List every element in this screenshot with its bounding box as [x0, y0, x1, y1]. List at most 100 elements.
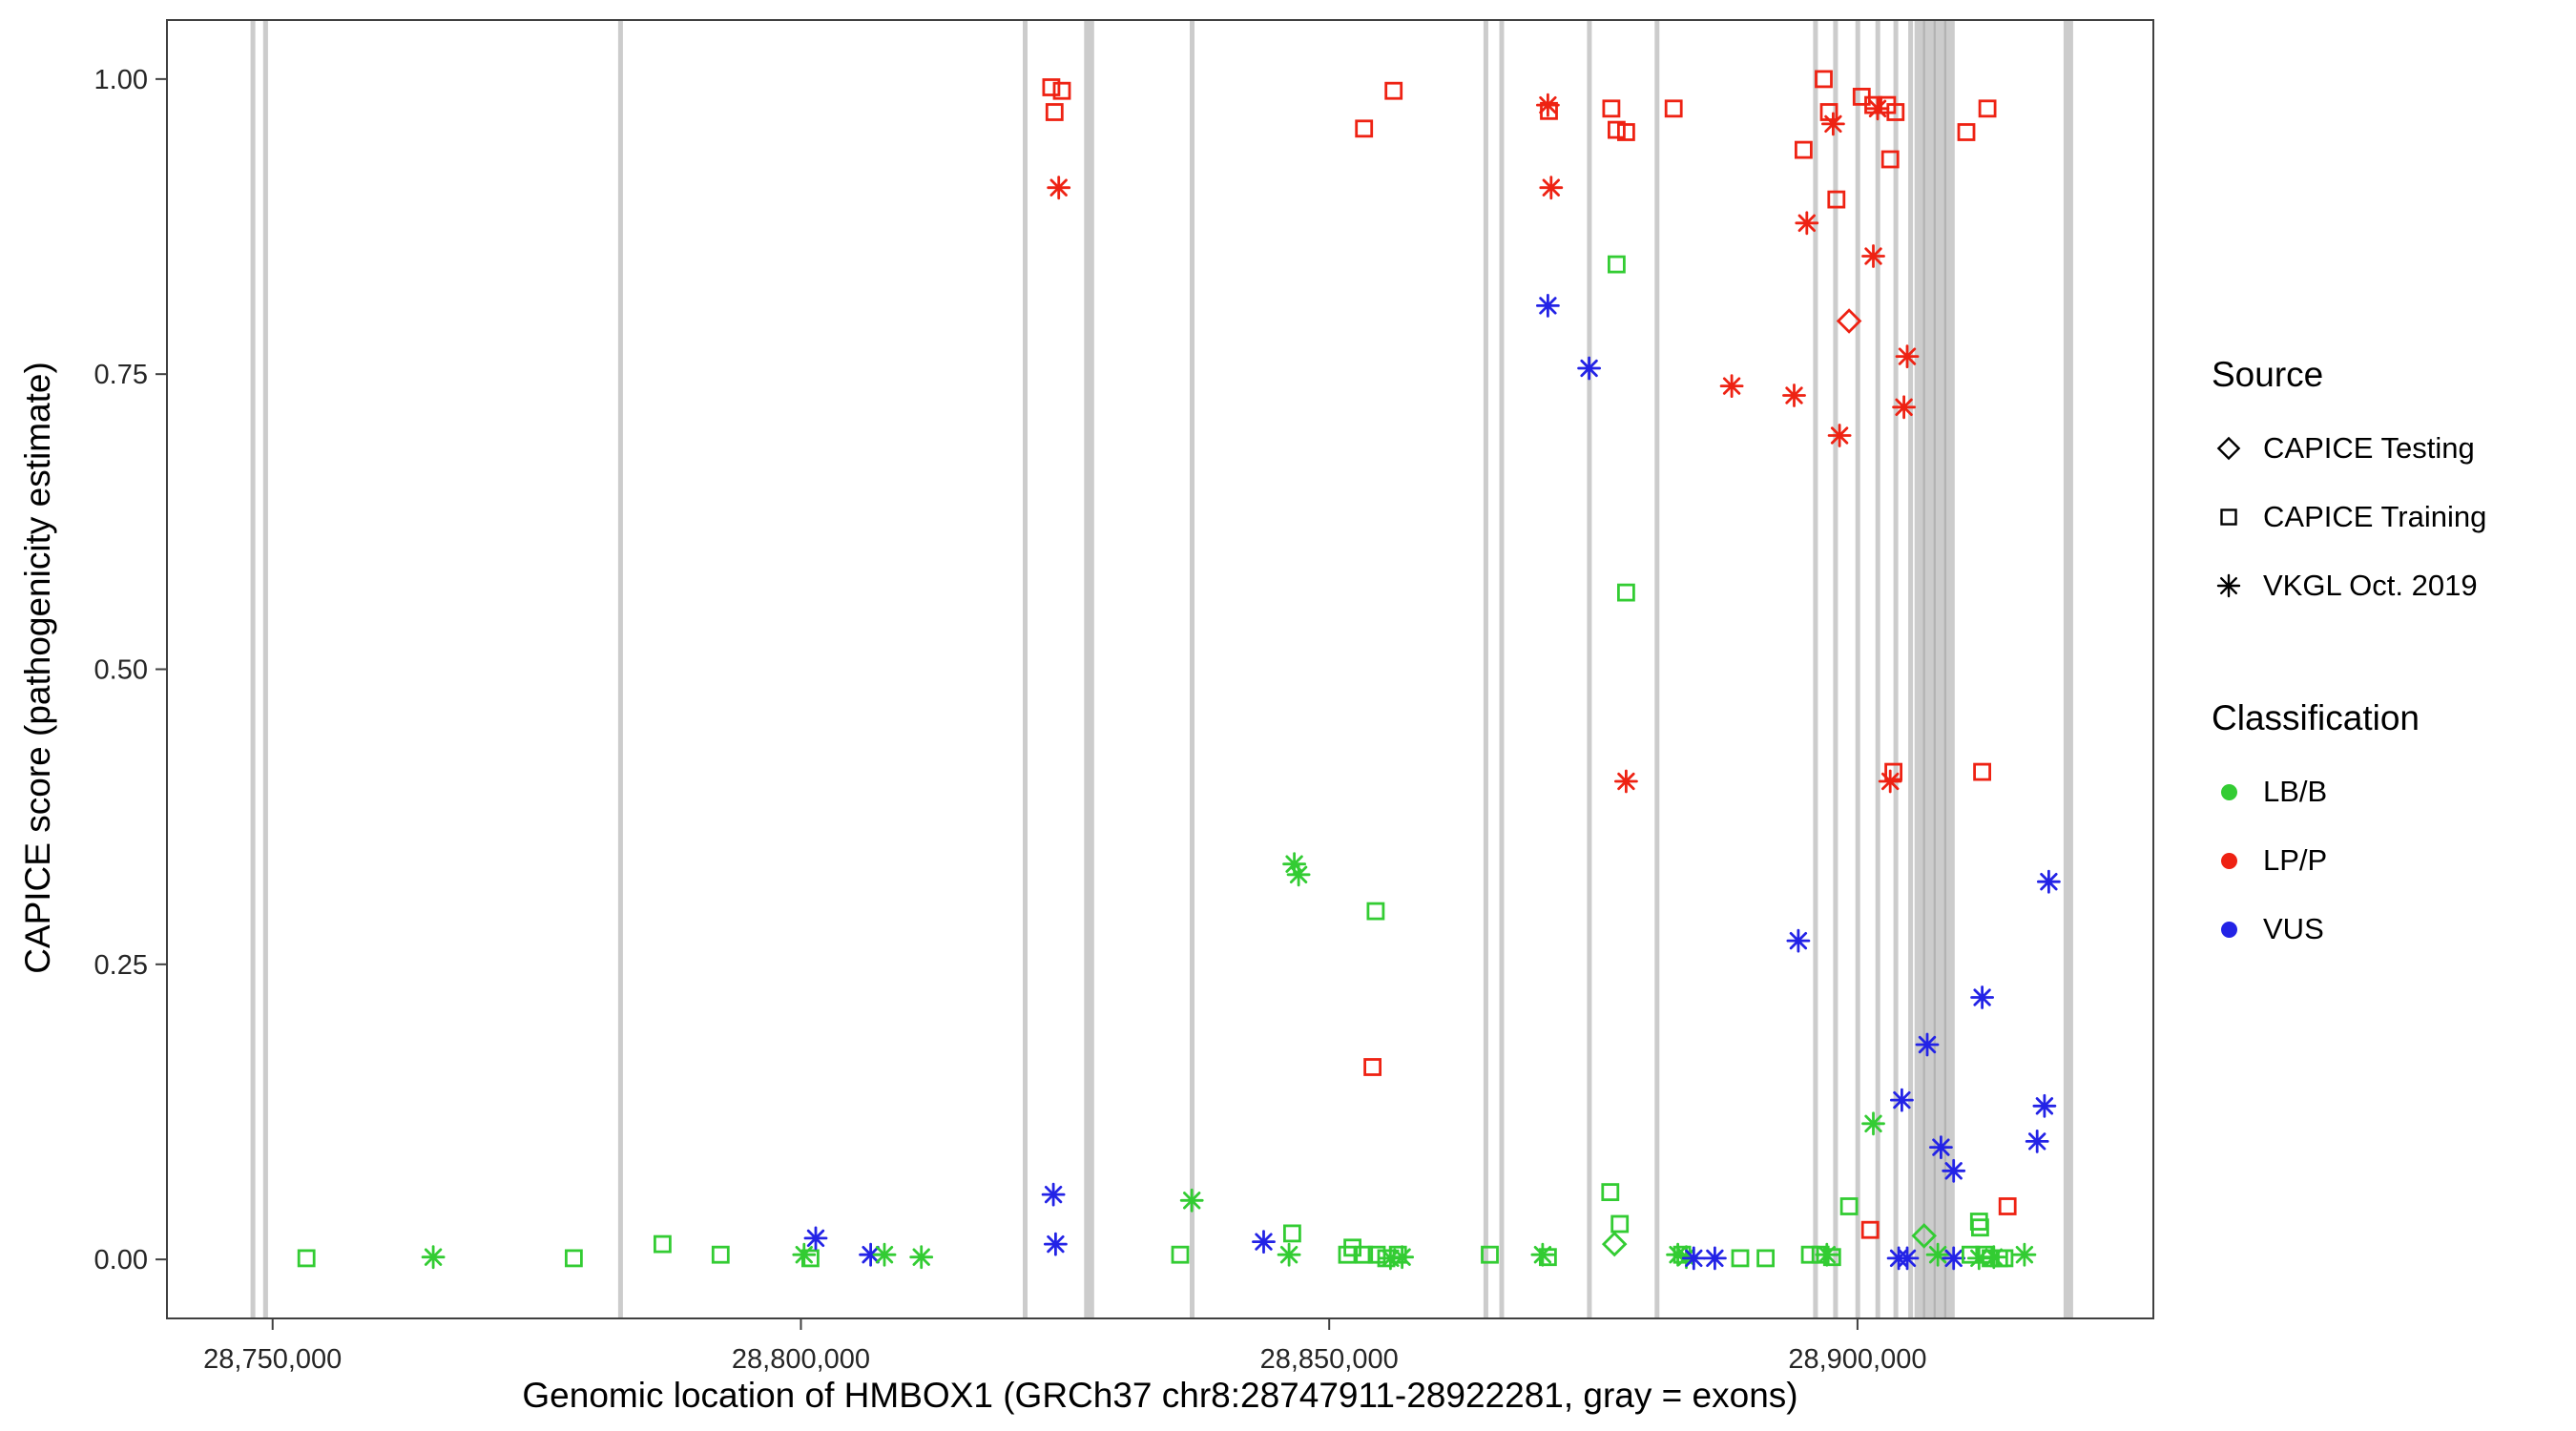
asterisk-icon — [2212, 569, 2246, 603]
diamond-icon — [2212, 431, 2246, 466]
point-asterisk — [1252, 1230, 1276, 1254]
point-square — [1884, 762, 1902, 781]
point-asterisk — [1179, 1188, 1204, 1213]
vus-color-dot — [2212, 912, 2246, 946]
exon-bar — [1855, 20, 1860, 1318]
point-asterisk — [1892, 395, 1916, 420]
point-asterisk — [1614, 769, 1638, 794]
exon-bar — [2063, 20, 2073, 1318]
point-asterisk — [1041, 1182, 1066, 1207]
point-square — [1171, 1245, 1190, 1264]
point-square — [1995, 1249, 2014, 1268]
point-square — [1045, 103, 1064, 121]
point-asterisk — [1865, 96, 1890, 121]
point-asterisk — [909, 1245, 934, 1270]
legend-label-vkgl: VKGL Oct. 2019 — [2263, 569, 2478, 602]
point-asterisk — [1277, 1242, 1301, 1267]
point-square — [1957, 123, 1976, 141]
point-square — [1860, 1220, 1880, 1239]
point-square — [1795, 140, 1813, 159]
point-asterisk — [1577, 356, 1601, 381]
exon-bar — [262, 20, 268, 1318]
point-square — [1973, 762, 1992, 781]
point-asterisk — [1895, 1246, 1920, 1271]
point-square — [1886, 103, 1905, 121]
point-asterisk — [1915, 1032, 1940, 1057]
point-diamond — [1911, 1223, 1937, 1249]
point-asterisk — [1681, 1246, 1706, 1271]
exon-bar — [1875, 20, 1880, 1318]
point-asterisk — [803, 1226, 828, 1251]
point-square — [1042, 78, 1061, 96]
x-tick-label: 28,850,000 — [1260, 1344, 1399, 1375]
point-asterisk — [1861, 244, 1885, 268]
legend-item-capice-testing: CAPICE Testing — [2212, 414, 2486, 483]
point-asterisk — [1782, 384, 1806, 407]
point-asterisk — [2036, 869, 2061, 894]
point-asterisk — [1929, 1135, 1953, 1159]
point-asterisk — [1827, 424, 1852, 447]
exon-bar — [1483, 20, 1488, 1318]
point-square — [1610, 1214, 1630, 1234]
point-square — [297, 1249, 316, 1268]
exon-bar — [1654, 20, 1660, 1318]
point-square — [1355, 1245, 1374, 1264]
exon-bar — [1587, 20, 1592, 1318]
point-asterisk — [1942, 1246, 1966, 1271]
legend-label-vus: VUS — [2263, 912, 2324, 945]
point-square — [1608, 255, 1626, 274]
point-asterisk — [859, 1242, 883, 1267]
legend-source-group: Source CAPICE Testing CAPICE Training — [2212, 355, 2486, 620]
x-tick-label: 28,800,000 — [732, 1344, 870, 1375]
point-square — [801, 1249, 820, 1268]
exon-bar — [1933, 20, 1946, 1318]
exon-bar — [1922, 20, 1936, 1318]
point-square — [1481, 1245, 1499, 1264]
point-square — [565, 1249, 583, 1268]
legend-item-capice-training: CAPICE Training — [2212, 483, 2486, 551]
exon-bar — [1893, 20, 1899, 1318]
exon-bar — [1023, 20, 1028, 1318]
point-square — [1601, 1183, 1620, 1201]
exon-bar — [1908, 20, 1914, 1318]
point-square — [1539, 1248, 1557, 1267]
lbb-color-dot — [2212, 775, 2246, 809]
point-asterisk — [421, 1245, 446, 1270]
point-asterisk — [1539, 176, 1564, 200]
point-asterisk — [1815, 1242, 1839, 1267]
point-square — [1970, 1218, 1989, 1237]
x-tick-label: 28,750,000 — [203, 1344, 342, 1375]
point-square — [1366, 902, 1385, 921]
point-asterisk — [1861, 1111, 1885, 1136]
point-asterisk — [1390, 1245, 1414, 1270]
point-asterisk — [1942, 1158, 1966, 1183]
point-asterisk — [2025, 1130, 2049, 1153]
point-square — [1617, 583, 1635, 602]
exon-bar — [617, 20, 623, 1318]
point-square — [1998, 1197, 2017, 1215]
point-square — [1283, 1224, 1301, 1243]
legend-classification-group: Classification LB/B LP/P VUS — [2212, 698, 2486, 964]
point-square — [1880, 150, 1900, 169]
point-square — [711, 1245, 730, 1264]
legend-source-title: Source — [2212, 355, 2324, 394]
point-diamond — [1601, 1231, 1628, 1257]
point-square — [1384, 81, 1403, 100]
y-tick-label: 0.75 — [94, 360, 148, 390]
point-asterisk — [1286, 862, 1311, 887]
point-square — [1664, 99, 1683, 118]
lpp-color-dot — [2212, 843, 2246, 878]
exon-bar — [1914, 20, 1925, 1318]
exon-bar — [250, 20, 256, 1318]
point-asterisk — [1821, 112, 1845, 136]
legend-classification-title: Classification — [2212, 698, 2420, 737]
point-diamond — [1836, 308, 1862, 334]
point-asterisk — [1047, 176, 1071, 200]
exon-bar — [1084, 20, 1094, 1318]
point-asterisk — [1703, 1246, 1727, 1271]
point-square — [1731, 1249, 1750, 1268]
legend-label-capice-testing: CAPICE Testing — [2263, 431, 2475, 465]
point-asterisk — [1530, 1242, 1555, 1267]
